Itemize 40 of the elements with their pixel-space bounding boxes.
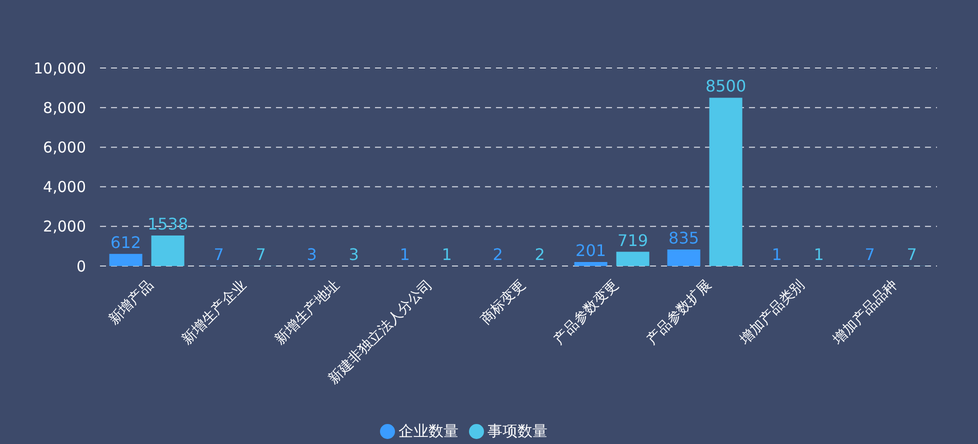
legend-label: 事项数量 bbox=[488, 422, 548, 440]
x-tick-label: 商标变更 bbox=[478, 276, 529, 328]
data-label: 2 bbox=[492, 244, 503, 264]
data-label: 612 bbox=[110, 232, 142, 252]
data-label: 1 bbox=[814, 244, 824, 264]
bar bbox=[616, 252, 650, 266]
y-tick-label: 8,000 bbox=[43, 98, 86, 117]
x-tick-label: 新增生产地址 bbox=[272, 276, 343, 348]
y-tick-label: 6,000 bbox=[43, 138, 86, 157]
legend-label: 企业数量 bbox=[398, 422, 458, 440]
data-label: 1 bbox=[772, 244, 782, 264]
bar bbox=[709, 98, 742, 266]
y-tick-label: 10,000 bbox=[34, 59, 86, 78]
data-label: 3 bbox=[306, 244, 317, 264]
bar bbox=[574, 262, 608, 266]
x-tick-label: 增加产品品种 bbox=[829, 276, 901, 348]
data-label: 8500 bbox=[705, 76, 746, 96]
data-label: 201 bbox=[576, 241, 606, 260]
data-label: 1 bbox=[400, 244, 410, 264]
data-label: 2 bbox=[534, 244, 545, 264]
y-tick-label: 0 bbox=[76, 257, 86, 276]
y-tick-label: 2,000 bbox=[43, 218, 86, 236]
bar bbox=[109, 254, 142, 266]
data-label: 7 bbox=[906, 244, 917, 264]
x-tick-label: 增加产品类别 bbox=[736, 276, 808, 348]
x-tick-label: 产品参数扩展 bbox=[644, 276, 715, 348]
data-label: 7 bbox=[214, 244, 224, 264]
data-label: 7 bbox=[256, 244, 266, 264]
x-tick-label: 新增产品 bbox=[106, 276, 157, 328]
data-label: 719 bbox=[618, 230, 648, 250]
x-tick-label: 新增生产企业 bbox=[179, 276, 250, 348]
y-tick-label: 4,000 bbox=[43, 178, 86, 196]
data-label: 1538 bbox=[147, 214, 188, 234]
x-tick-label: 产品参数变更 bbox=[551, 276, 622, 348]
bar bbox=[667, 249, 700, 266]
data-label: 3 bbox=[348, 244, 359, 264]
data-label: 835 bbox=[668, 228, 700, 248]
data-label: 1 bbox=[442, 244, 452, 264]
bar bbox=[151, 236, 184, 266]
data-label: 7 bbox=[864, 244, 875, 264]
